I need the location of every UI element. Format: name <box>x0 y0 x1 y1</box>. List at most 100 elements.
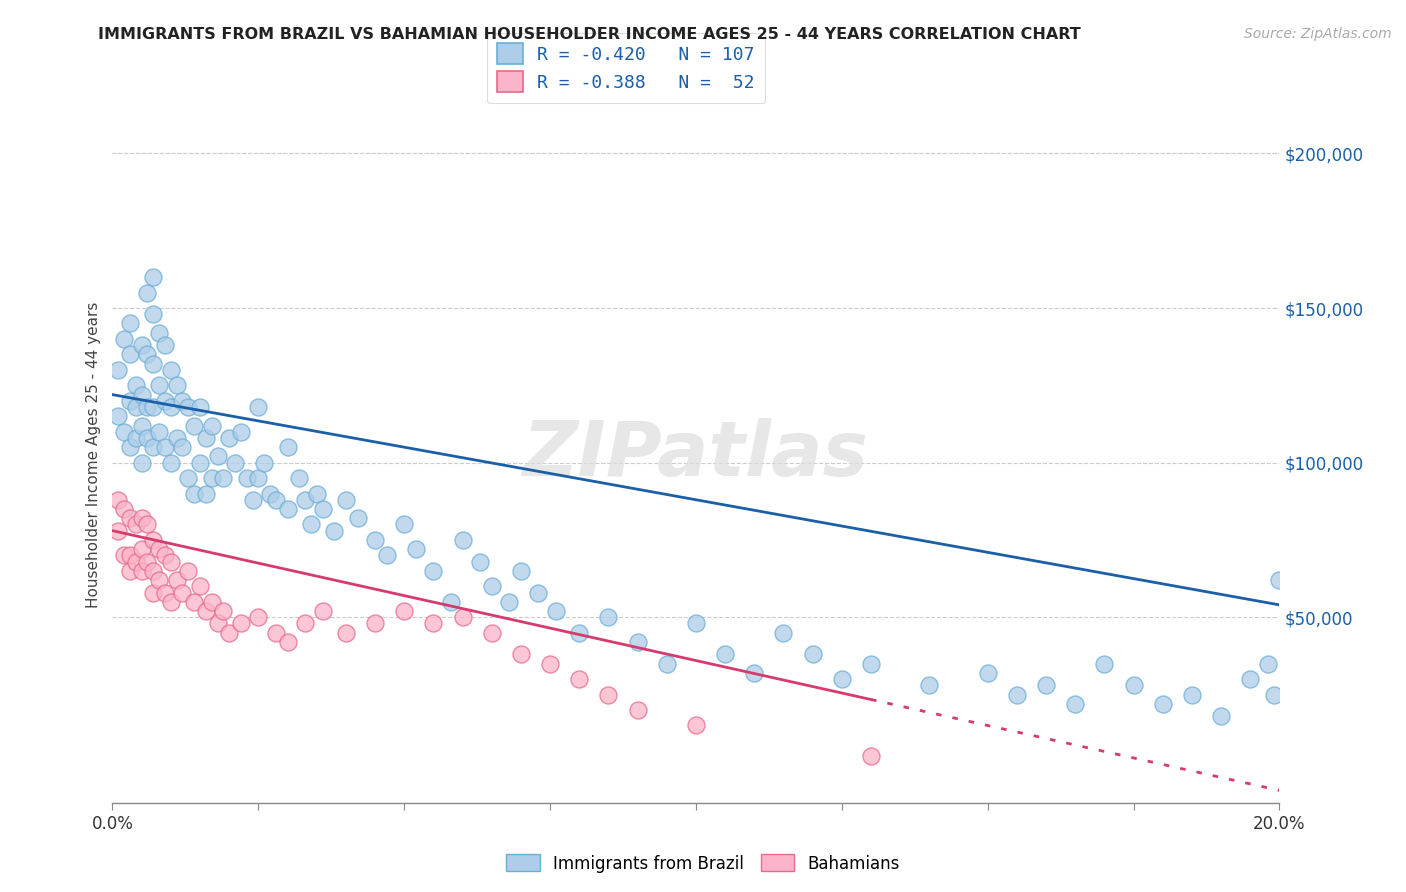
Point <box>172 585 194 599</box>
Point <box>451 533 474 547</box>
Y-axis label: Householder Income Ages 25 - 44 years: Householder Income Ages 25 - 44 years <box>86 301 101 608</box>
Point <box>235 471 257 485</box>
Legend: R = -0.420   N = 107, R = -0.388   N =  52: R = -0.420 N = 107, R = -0.388 N = 52 <box>486 33 765 103</box>
Point <box>394 517 416 532</box>
Point <box>112 425 135 439</box>
Point <box>229 425 252 439</box>
Point <box>172 393 194 408</box>
Point <box>218 431 240 445</box>
Point <box>142 440 165 454</box>
Point <box>107 363 129 377</box>
Point <box>166 431 188 445</box>
Point <box>1152 697 1174 711</box>
Point <box>160 363 183 377</box>
Point <box>107 409 129 424</box>
Point <box>860 657 883 671</box>
Point <box>394 604 416 618</box>
Point <box>118 511 141 525</box>
Point <box>468 555 491 569</box>
Point <box>177 400 200 414</box>
Point <box>153 549 176 563</box>
Point <box>136 285 159 300</box>
Point <box>118 564 141 578</box>
Point <box>405 542 427 557</box>
Point <box>976 665 998 680</box>
Point <box>1122 678 1144 692</box>
Point <box>201 418 224 433</box>
Legend: Immigrants from Brazil, Bahamians: Immigrants from Brazil, Bahamians <box>499 847 907 880</box>
Point <box>131 511 153 525</box>
Point <box>1181 688 1204 702</box>
Point <box>188 579 211 593</box>
Point <box>142 307 165 321</box>
Point <box>160 595 183 609</box>
Point <box>125 400 148 414</box>
Point <box>148 542 170 557</box>
Text: Source: ZipAtlas.com: Source: ZipAtlas.com <box>1244 27 1392 41</box>
Point <box>242 492 264 507</box>
Point <box>131 456 153 470</box>
Point <box>627 635 650 649</box>
Point <box>194 431 217 445</box>
Point <box>136 400 159 414</box>
Point <box>831 672 853 686</box>
Point <box>136 347 159 361</box>
Point <box>118 317 141 331</box>
Point <box>375 549 398 563</box>
Point <box>194 486 217 500</box>
Point <box>527 585 550 599</box>
Point <box>1268 573 1291 587</box>
Point <box>801 648 824 662</box>
Point <box>544 604 567 618</box>
Point <box>207 616 229 631</box>
Text: IMMIGRANTS FROM BRAZIL VS BAHAMIAN HOUSEHOLDER INCOME AGES 25 - 44 YEARS CORRELA: IMMIGRANTS FROM BRAZIL VS BAHAMIAN HOUSE… <box>98 27 1081 42</box>
Point <box>142 533 165 547</box>
Point <box>201 471 224 485</box>
Point <box>118 393 141 408</box>
Point <box>166 378 188 392</box>
Point <box>118 549 141 563</box>
Point <box>276 635 298 649</box>
Point <box>125 378 148 392</box>
Point <box>125 555 148 569</box>
Point <box>224 456 246 470</box>
Point <box>568 625 591 640</box>
Point <box>247 400 270 414</box>
Point <box>335 492 357 507</box>
Point <box>311 502 333 516</box>
Point <box>451 610 474 624</box>
Point <box>655 657 678 671</box>
Point <box>440 595 463 609</box>
Point <box>153 440 176 454</box>
Point <box>288 471 311 485</box>
Point <box>183 486 205 500</box>
Point <box>160 456 183 470</box>
Point <box>153 338 176 352</box>
Point <box>131 387 153 401</box>
Point <box>1064 697 1087 711</box>
Point <box>107 492 129 507</box>
Point <box>229 616 252 631</box>
Point <box>598 688 620 702</box>
Point <box>860 749 883 764</box>
Point <box>918 678 941 692</box>
Point <box>212 471 235 485</box>
Point <box>118 347 141 361</box>
Point <box>153 585 176 599</box>
Point <box>131 338 153 352</box>
Point <box>323 524 346 538</box>
Point <box>364 533 387 547</box>
Point <box>112 549 135 563</box>
Point <box>714 648 737 662</box>
Point <box>112 332 135 346</box>
Point <box>207 450 229 464</box>
Point <box>422 616 444 631</box>
Point <box>112 502 135 516</box>
Point <box>294 616 316 631</box>
Point <box>148 326 170 340</box>
Point <box>253 456 276 470</box>
Point <box>136 431 159 445</box>
Point <box>498 595 520 609</box>
Point <box>509 564 531 578</box>
Point <box>107 524 129 538</box>
